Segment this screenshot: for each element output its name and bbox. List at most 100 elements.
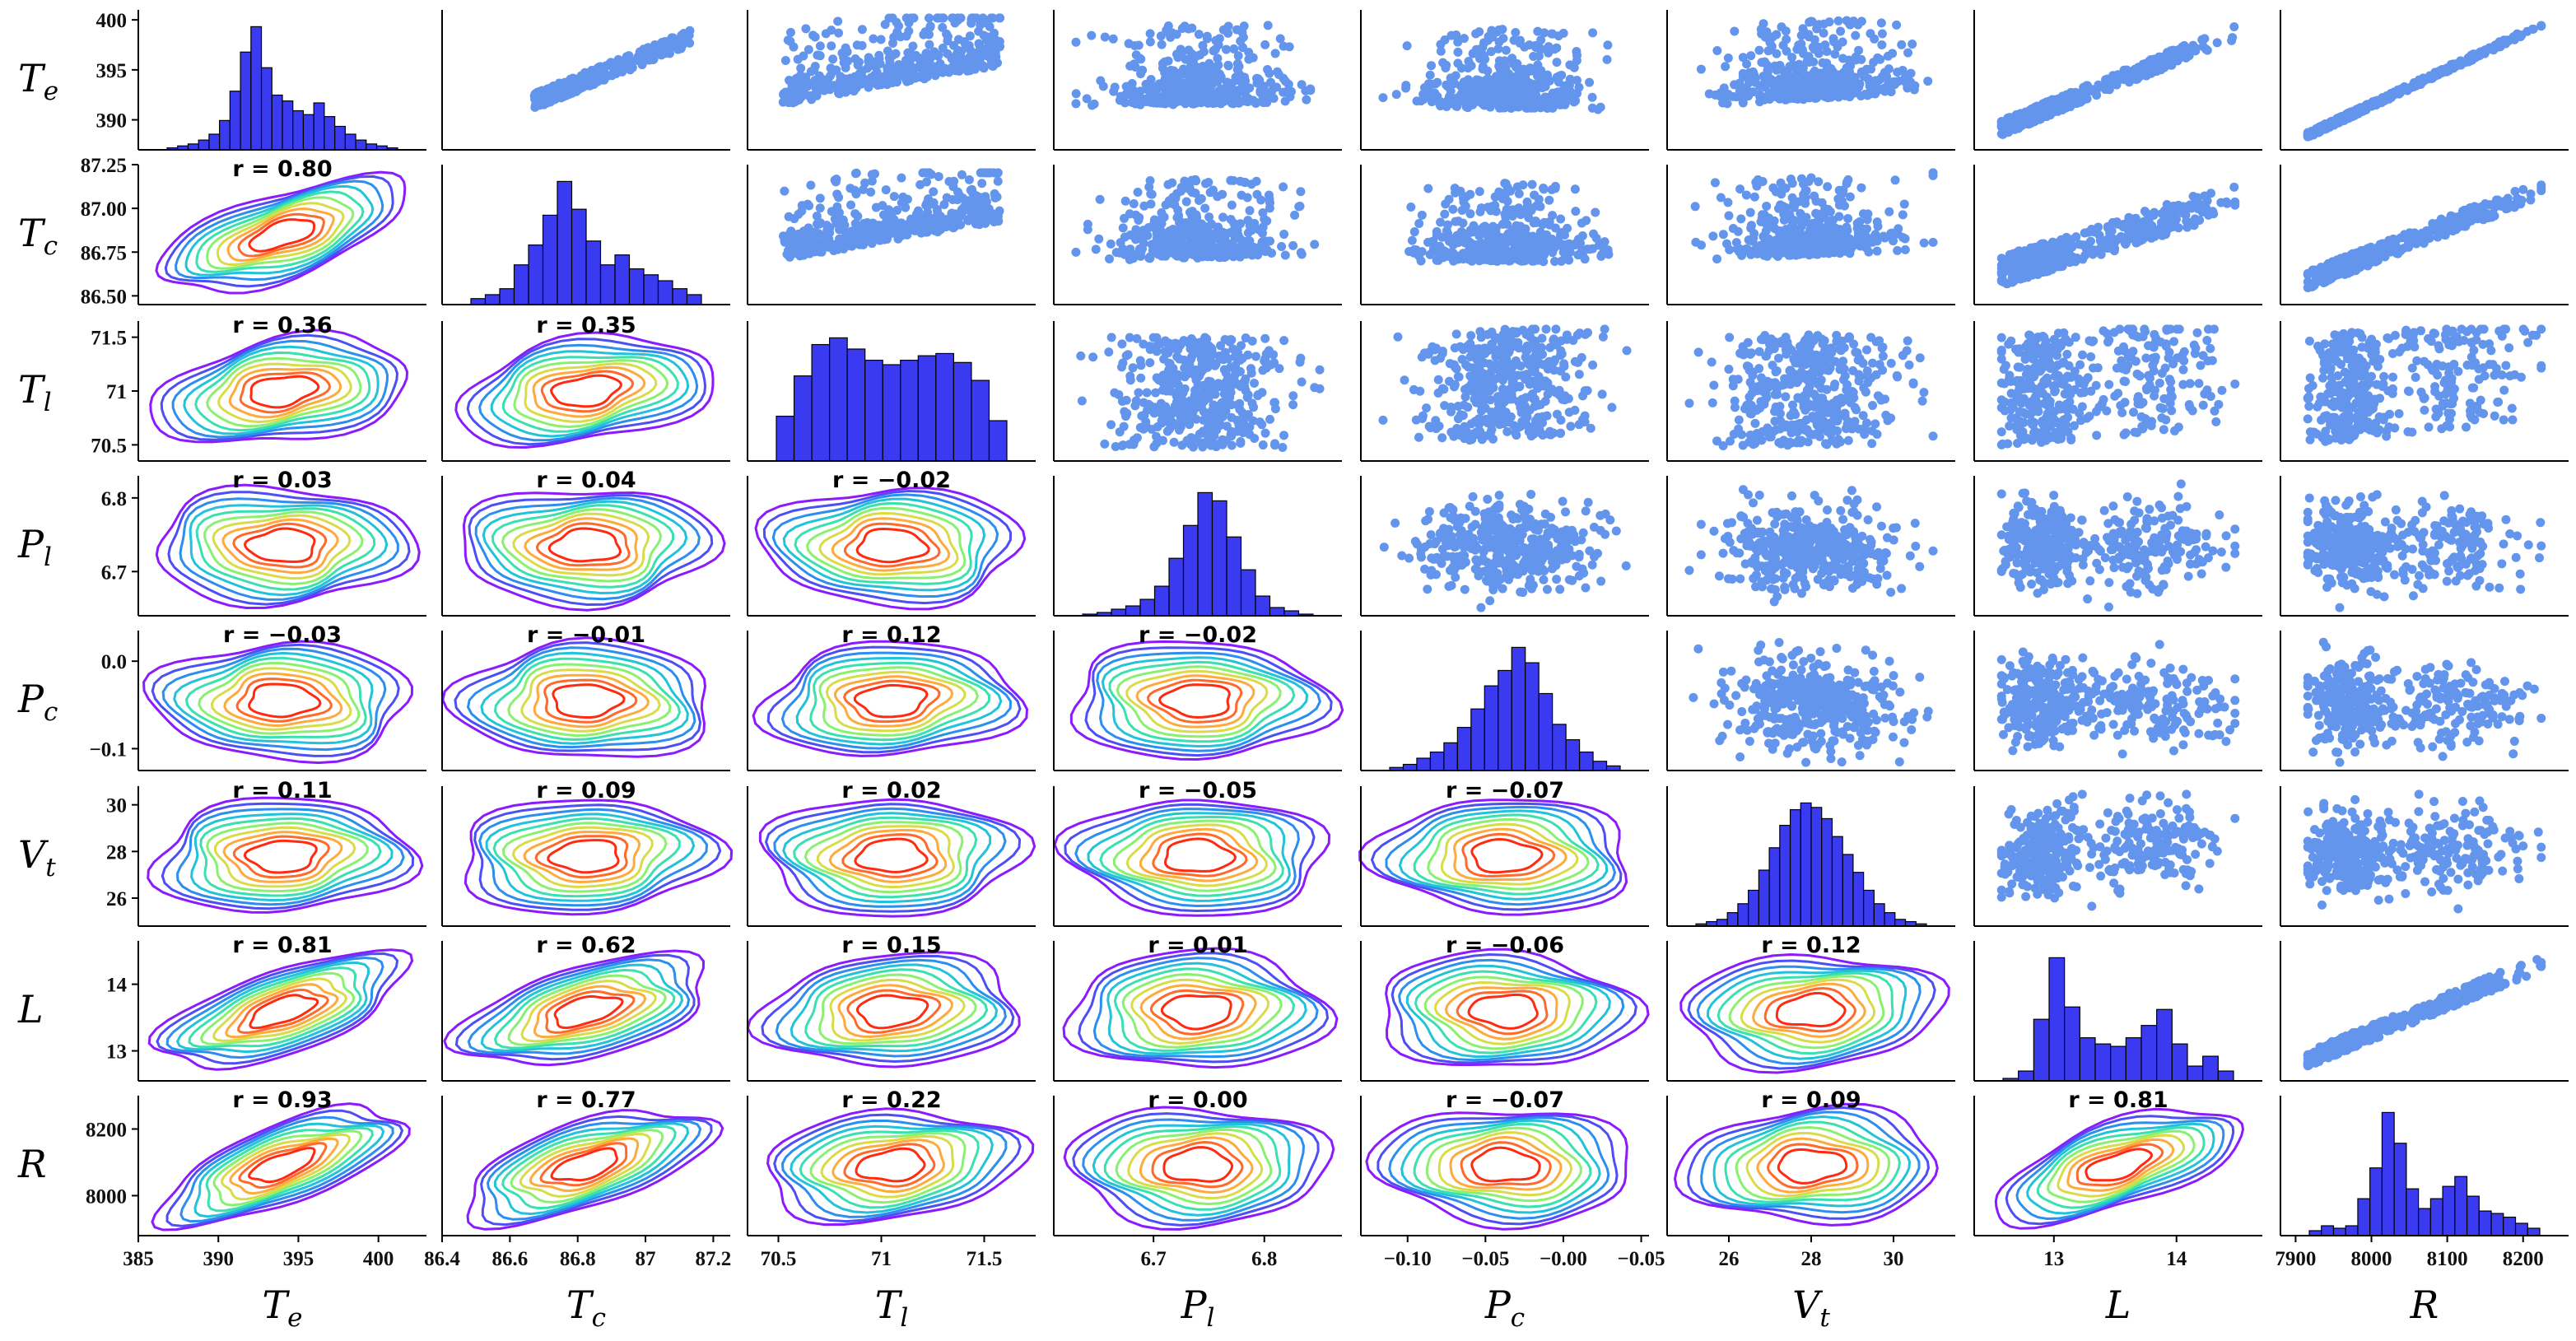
scatter-point [2536, 21, 2546, 30]
scatter-point [1255, 87, 1265, 97]
scatter-point [1247, 250, 1257, 260]
scatter-point [1280, 77, 1290, 86]
scatter-point [1290, 210, 1300, 220]
hist-bar [198, 139, 210, 151]
scatter-point [1521, 98, 1530, 108]
scatter-point [1507, 54, 1517, 63]
scatter-point [780, 186, 790, 196]
scatter-point [1083, 219, 1092, 229]
scatter-point [827, 67, 837, 77]
scatter-point [2527, 24, 2537, 34]
scatter-point [1830, 241, 1840, 251]
panel-Te-Te [166, 26, 398, 151]
scatter-point [1525, 40, 1535, 50]
scatter-point [1899, 199, 1909, 209]
scatter-point [815, 193, 825, 203]
scatter-point [987, 50, 997, 60]
panel-Te-Tl [778, 13, 1005, 108]
scatter-point [1448, 235, 1458, 244]
scatter-point [1237, 27, 1247, 37]
scatter-point [665, 41, 675, 51]
scatter-point [615, 61, 625, 71]
scatter-point [1448, 204, 1458, 214]
scatter-point [1772, 30, 1782, 40]
scatter-point [804, 44, 813, 54]
scatter-point [1708, 231, 1718, 241]
scatter-point [1209, 91, 1219, 101]
scatter-point [1204, 68, 1214, 77]
scatter-point [2476, 49, 2485, 59]
scatter-point [978, 13, 988, 23]
scatter-point [815, 203, 825, 213]
scatter-point [993, 168, 1003, 178]
scatter-point [1200, 203, 1210, 213]
scatter-point [801, 24, 811, 34]
hist-bar [344, 133, 356, 151]
scatter-point [2411, 81, 2421, 91]
scatter-point [1732, 244, 1742, 254]
scatter-point [912, 63, 922, 72]
scatter-point [1201, 240, 1211, 250]
scatter-point [909, 13, 919, 23]
scatter-point [1872, 246, 1882, 256]
scatter-point [1205, 188, 1215, 198]
scatter-point [1277, 241, 1287, 251]
scatter-point [1842, 63, 1852, 72]
scatter-point [1856, 228, 1866, 238]
scatter-point [2146, 68, 2156, 78]
scatter-point [1845, 234, 1855, 244]
scatter-point [1824, 93, 1833, 103]
scatter-point [938, 44, 948, 54]
scatter-point [2347, 109, 2357, 119]
scatter-point [987, 57, 997, 67]
scatter-point [1203, 81, 1213, 91]
scatter-point [1544, 42, 1554, 52]
scatter-point [818, 237, 827, 247]
scatter-point [1769, 216, 1779, 226]
scatter-point [1260, 214, 1269, 224]
hist-bar [528, 244, 544, 305]
scatter-point [1219, 95, 1229, 105]
scatter-point [1893, 229, 1903, 239]
scatter-point [1481, 229, 1491, 239]
scatter-point [929, 217, 939, 227]
scatter-point [1423, 184, 1433, 193]
scatter-point [1763, 68, 1772, 77]
scatter-point [1243, 96, 1253, 106]
scatter-point [906, 49, 916, 58]
scatter-point [957, 46, 967, 56]
scatter-point [1071, 247, 1081, 257]
scatter-point [1519, 206, 1529, 216]
scatter-point [566, 74, 576, 84]
scatter-point [1181, 197, 1191, 207]
hist-bar [557, 180, 573, 305]
scatter-point [1742, 59, 1752, 69]
scatter-point [1880, 68, 1889, 77]
hist-bar [657, 280, 673, 305]
scatter-point [1453, 37, 1463, 47]
scatter-point [1778, 228, 1788, 238]
scatter-point [1147, 189, 1157, 199]
scatter-point [1409, 248, 1418, 258]
scatter-point [871, 203, 881, 212]
scatter-point [799, 235, 808, 244]
scatter-point [1096, 76, 1106, 86]
scatter-point [1794, 60, 1804, 70]
scatter-point [2181, 53, 2191, 63]
scatter-point [780, 237, 790, 247]
panel-Te-Pc [1378, 25, 1613, 114]
scatter-point [622, 53, 632, 63]
scatter-point [1465, 209, 1475, 219]
scatter-point [1572, 56, 1581, 66]
scatter-point [869, 34, 878, 44]
panel-Te-Pl [1071, 21, 1316, 110]
scatter-point [1763, 46, 1773, 56]
scatter-point [1814, 91, 1824, 100]
scatter-point [1770, 86, 1780, 96]
scatter-point [1723, 198, 1733, 207]
scatter-point [1235, 69, 1245, 79]
hist-bar [672, 288, 688, 305]
scatter-point [1838, 37, 1847, 47]
scatter-point [1838, 54, 1848, 63]
scatter-point [1087, 100, 1097, 110]
